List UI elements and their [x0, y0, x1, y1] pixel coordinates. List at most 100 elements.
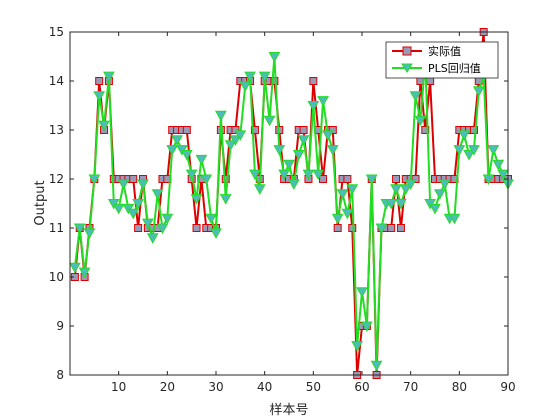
y-tick-label: 13	[49, 123, 64, 137]
legend-marker-actual	[402, 46, 412, 56]
data-point	[195, 154, 208, 166]
x-tick-label: 90	[500, 380, 515, 394]
data-point	[370, 360, 383, 372]
data-point	[229, 135, 242, 146]
data-point	[205, 213, 217, 225]
data-point	[182, 126, 191, 134]
data-point	[482, 174, 495, 186]
x-tick-label: 10	[111, 380, 126, 394]
data-point	[348, 224, 357, 232]
data-point	[404, 179, 417, 190]
data-point	[69, 262, 81, 274]
y-tick-label: 14	[49, 74, 64, 88]
data-point	[137, 179, 149, 190]
data-point	[322, 130, 334, 141]
data-point	[333, 224, 342, 232]
data-point	[127, 208, 140, 220]
data-point	[341, 208, 354, 220]
data-point	[472, 86, 485, 97]
data-point	[421, 126, 430, 134]
data-point	[453, 145, 466, 156]
data-point	[112, 203, 125, 215]
data-point	[302, 169, 315, 181]
data-point	[395, 199, 407, 210]
data-point	[458, 130, 471, 141]
data-point	[319, 175, 328, 183]
x-axis-title: 样本号	[269, 403, 308, 418]
data-point	[278, 169, 290, 181]
data-point	[375, 223, 388, 235]
x-tick-label: 20	[160, 380, 175, 394]
data-point	[309, 77, 318, 85]
data-point	[487, 145, 500, 156]
data-point	[239, 81, 252, 92]
data-point	[224, 140, 237, 151]
data-point	[492, 159, 505, 171]
data-point	[307, 101, 320, 112]
data-point	[346, 184, 359, 195]
data-point	[161, 213, 174, 225]
x-tick-label: 80	[452, 380, 467, 394]
data-point	[83, 228, 96, 239]
data-point	[95, 77, 104, 85]
data-point	[200, 174, 213, 186]
data-point	[98, 120, 110, 132]
data-point	[365, 174, 378, 186]
data-point	[387, 224, 396, 232]
data-point	[142, 218, 154, 230]
data-point	[134, 224, 143, 232]
plot-frame	[69, 31, 509, 376]
data-point	[326, 145, 339, 156]
data-point	[103, 71, 115, 83]
data-point	[385, 199, 398, 210]
data-point	[231, 126, 240, 134]
data-point	[215, 110, 227, 122]
data-point	[283, 159, 295, 171]
data-point	[463, 150, 475, 161]
data-point	[361, 321, 373, 333]
data-point	[396, 224, 405, 232]
data-point	[273, 145, 286, 156]
data-point	[250, 126, 259, 134]
data-point	[390, 184, 402, 195]
data-point	[78, 267, 91, 279]
data-point	[253, 184, 266, 195]
x-tick-label: 50	[306, 380, 321, 394]
data-point	[166, 145, 179, 156]
data-point	[312, 169, 325, 181]
data-point	[343, 175, 352, 183]
legend-label-actual: 实际值	[428, 44, 461, 58]
data-point	[234, 130, 247, 141]
data-point	[93, 91, 106, 102]
data-point	[117, 179, 130, 190]
series-pls	[69, 52, 514, 372]
y-tick-label: 10	[49, 270, 64, 284]
data-point	[73, 223, 86, 235]
data-point	[392, 175, 401, 183]
x-tick-label: 70	[403, 380, 418, 394]
data-point	[411, 175, 420, 183]
data-point	[426, 77, 435, 85]
data-point	[468, 145, 480, 156]
y-tick-label: 15	[49, 25, 64, 39]
legend-label-pls: PLS回归值	[428, 61, 481, 75]
y-axis: 8 9 10 11 12 13 14 15	[49, 25, 508, 382]
data-point	[328, 126, 337, 134]
data-point	[399, 184, 412, 195]
data-point	[156, 223, 169, 235]
x-tick-label: 40	[257, 380, 272, 394]
data-point	[219, 194, 232, 205]
data-point	[414, 115, 427, 127]
plot-background	[70, 32, 508, 375]
data-point	[409, 91, 422, 102]
series-layer	[69, 28, 514, 379]
data-point	[190, 194, 203, 205]
data-point	[270, 77, 279, 85]
data-point	[331, 213, 344, 225]
x-axis: 10 20 30 40 50 60 70 80 90	[111, 32, 516, 394]
data-point	[438, 179, 451, 190]
data-point	[292, 150, 305, 161]
data-point	[429, 203, 441, 215]
data-point	[129, 175, 138, 183]
